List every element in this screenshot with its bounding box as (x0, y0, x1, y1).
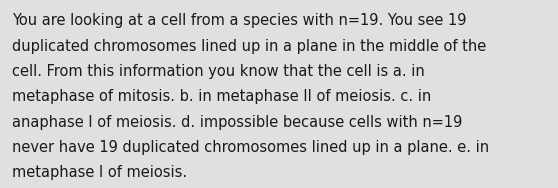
Text: duplicated chromosomes lined up in a plane in the middle of the: duplicated chromosomes lined up in a pla… (12, 39, 487, 54)
Text: metaphase I of meiosis.: metaphase I of meiosis. (12, 165, 187, 180)
Text: anaphase I of meiosis. d. impossible because cells with n=19: anaphase I of meiosis. d. impossible bec… (12, 115, 463, 130)
Text: cell. From this information you know that the cell is a. in: cell. From this information you know tha… (12, 64, 425, 79)
Text: You are looking at a cell from a species with n=19. You see 19: You are looking at a cell from a species… (12, 13, 467, 28)
Text: metaphase of mitosis. b. in metaphase II of meiosis. c. in: metaphase of mitosis. b. in metaphase II… (12, 89, 431, 104)
Text: never have 19 duplicated chromosomes lined up in a plane. e. in: never have 19 duplicated chromosomes lin… (12, 140, 489, 155)
